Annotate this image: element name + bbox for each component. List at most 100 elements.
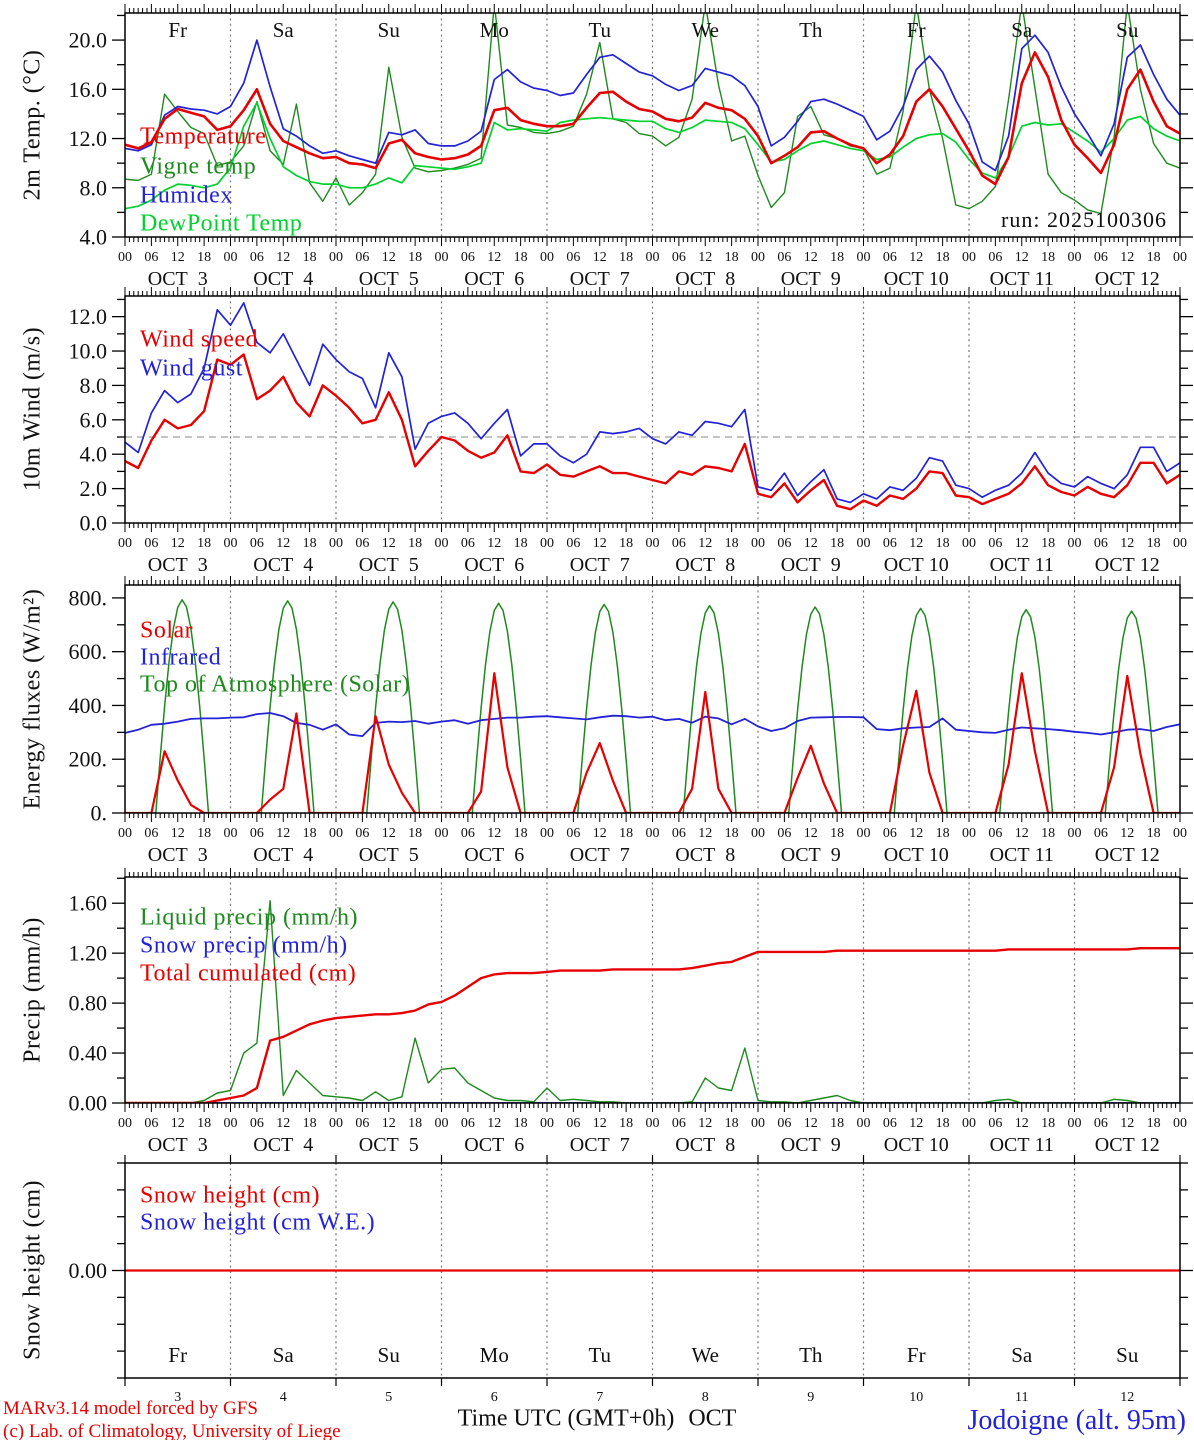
hour-label: 18 bbox=[408, 250, 422, 265]
date-label: OCT 8 bbox=[675, 844, 735, 866]
ytick-label: 16.0 bbox=[69, 77, 108, 102]
hour-label: 18 bbox=[1041, 250, 1055, 265]
hour-label: 12 bbox=[382, 536, 396, 551]
hour-label: 00 bbox=[224, 250, 238, 265]
hour-label: 00 bbox=[646, 826, 660, 841]
hour-label: 06 bbox=[250, 250, 264, 265]
hour-label: 12 bbox=[593, 250, 607, 265]
ytick-label: 8.0 bbox=[80, 175, 108, 200]
hour-label: 12 bbox=[804, 536, 818, 551]
model-credit-line1: MARv3.14 model forced by GFS bbox=[3, 1398, 258, 1419]
hour-label: 12 bbox=[909, 826, 923, 841]
hour-label: 12 bbox=[171, 536, 185, 551]
weekday-label: Sa bbox=[1011, 1343, 1033, 1367]
legend-humidex: Humidex bbox=[140, 182, 233, 209]
hour-label: 00 bbox=[118, 250, 132, 265]
hour-label: 06 bbox=[144, 250, 158, 265]
hour-label: 00 bbox=[435, 1116, 449, 1131]
hour-label: 06 bbox=[672, 250, 686, 265]
day-number-label: 7 bbox=[596, 1390, 603, 1405]
hour-label: 18 bbox=[1041, 536, 1055, 551]
day-number-label: 10 bbox=[909, 1390, 923, 1405]
hour-label: 18 bbox=[725, 250, 739, 265]
weekday-label: Su bbox=[1116, 1343, 1139, 1367]
hour-label: 18 bbox=[619, 250, 633, 265]
hour-label: 06 bbox=[355, 826, 369, 841]
weekday-label: Sa bbox=[273, 18, 295, 42]
date-label: OCT 9 bbox=[781, 554, 841, 576]
hour-label: 12 bbox=[1120, 1116, 1134, 1131]
hour-label: 06 bbox=[566, 536, 580, 551]
hour-label: 18 bbox=[408, 826, 422, 841]
date-label: OCT 12 bbox=[1095, 1134, 1160, 1156]
hour-label: 12 bbox=[804, 1116, 818, 1131]
hour-label: 00 bbox=[646, 250, 660, 265]
date-label: OCT 10 bbox=[884, 268, 949, 290]
date-label: OCT 9 bbox=[781, 1134, 841, 1156]
date-label: OCT 4 bbox=[253, 554, 313, 576]
hour-label: 12 bbox=[698, 1116, 712, 1131]
hour-label: 18 bbox=[830, 1116, 844, 1131]
hour-label: 06 bbox=[250, 536, 264, 551]
hour-label: 18 bbox=[725, 826, 739, 841]
date-label: OCT 11 bbox=[990, 268, 1054, 290]
hour-label: 00 bbox=[857, 826, 871, 841]
hour-label: 06 bbox=[777, 826, 791, 841]
date-label: OCT 9 bbox=[781, 844, 841, 866]
hour-label: 12 bbox=[909, 250, 923, 265]
hour-label: 00 bbox=[1173, 250, 1187, 265]
date-label: OCT 10 bbox=[884, 844, 949, 866]
day-number-label: 9 bbox=[807, 1390, 814, 1405]
weekday-label: Sa bbox=[273, 1343, 295, 1367]
hour-label: 18 bbox=[936, 826, 950, 841]
series-total-cumulated-cm bbox=[125, 947, 1180, 1103]
panel-wind: 0.0 2.0 4.0 6.0 8.0 10.0 12.0 00 06 12 18 00 06 12 18 0… bbox=[69, 287, 1193, 576]
panel-precip: 0.00 0.40 0.80 1.20 1.60 00 06 12 18 00 06 12 18 00 06… bbox=[69, 868, 1193, 1156]
hour-label: 00 bbox=[329, 536, 343, 551]
hour-label: 18 bbox=[1147, 250, 1161, 265]
station-label: Jodoigne (alt. 95m) bbox=[967, 1405, 1186, 1436]
hour-label: 00 bbox=[1173, 826, 1187, 841]
series-liquid-precip-mm-h bbox=[125, 900, 1180, 1103]
hour-label: 12 bbox=[276, 250, 290, 265]
day-number-label: 12 bbox=[1120, 1390, 1134, 1405]
hour-label: 06 bbox=[250, 826, 264, 841]
hour-label: 06 bbox=[1094, 250, 1108, 265]
legend-solar: Solar bbox=[140, 617, 194, 644]
hour-label: 06 bbox=[566, 826, 580, 841]
date-label: OCT 12 bbox=[1095, 268, 1160, 290]
hour-label: 06 bbox=[883, 1116, 897, 1131]
hour-label: 12 bbox=[276, 1116, 290, 1131]
ytick-label: 400. bbox=[69, 693, 108, 718]
hour-label: 00 bbox=[540, 250, 554, 265]
legend-snow-precip: Snow precip (mm/h) bbox=[140, 932, 348, 959]
day-number-label: 5 bbox=[385, 1390, 392, 1405]
hour-label: 12 bbox=[593, 1116, 607, 1131]
hour-label: 06 bbox=[1094, 1116, 1108, 1131]
hour-label: 06 bbox=[672, 826, 686, 841]
series-humidex bbox=[125, 34, 1180, 172]
ytick-label: 0.0 bbox=[80, 511, 108, 536]
hour-label: 06 bbox=[355, 250, 369, 265]
hour-label: 18 bbox=[303, 1116, 317, 1131]
day-number-label: 8 bbox=[702, 1390, 709, 1405]
hour-label: 18 bbox=[514, 250, 528, 265]
series-solar bbox=[125, 672, 1180, 813]
weekday-label: Tu bbox=[588, 18, 611, 42]
hour-label: 00 bbox=[1068, 1116, 1082, 1131]
energy-axis-title: Energy fluxes (W/m²) bbox=[19, 588, 46, 810]
date-label: OCT 5 bbox=[359, 554, 419, 576]
hour-label: 18 bbox=[303, 536, 317, 551]
day-number-label: 4 bbox=[280, 1390, 287, 1405]
hour-label: 12 bbox=[1120, 536, 1134, 551]
hour-label: 06 bbox=[355, 1116, 369, 1131]
hour-label: 18 bbox=[514, 826, 528, 841]
hour-label: 18 bbox=[619, 1116, 633, 1131]
hour-label: 06 bbox=[883, 536, 897, 551]
hour-label: 18 bbox=[408, 1116, 422, 1131]
hour-label: 06 bbox=[883, 250, 897, 265]
hour-label: 18 bbox=[197, 536, 211, 551]
series-wind-speed bbox=[125, 353, 1180, 511]
weekday-label: Tu bbox=[588, 1343, 611, 1367]
